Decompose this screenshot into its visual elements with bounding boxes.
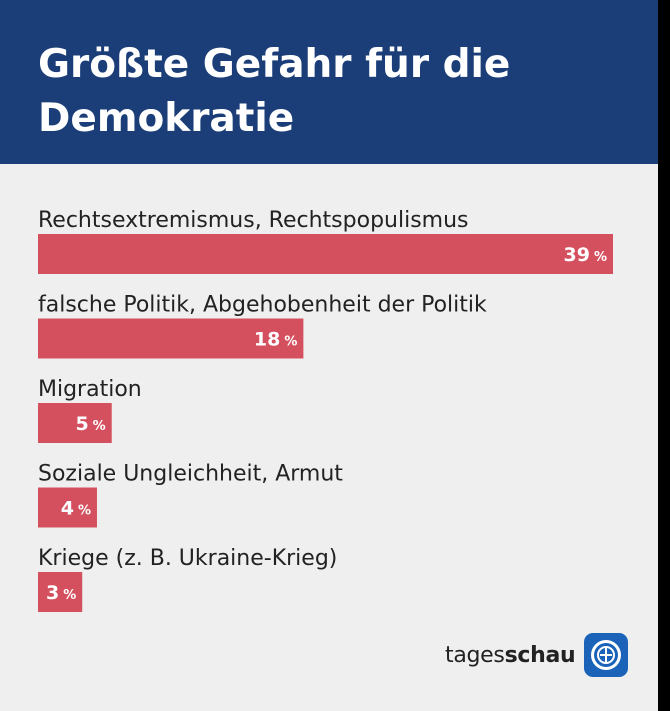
- category-label: Kriege (z. B. Ukraine-Krieg): [38, 546, 337, 571]
- tagesschau-globe-icon: [584, 633, 629, 677]
- title-banner: Größte Gefahr für die Demokratie: [0, 0, 658, 164]
- bar: [38, 318, 304, 359]
- bar-value-label: 18%: [254, 329, 297, 351]
- chart-title: Größte Gefahr für die Demokratie: [38, 42, 511, 141]
- bar: [38, 403, 112, 443]
- logo-wordmark-light: tages: [445, 642, 505, 668]
- logo-wordmark: tagesschau: [445, 642, 576, 668]
- tagesschau-logo: tagesschau: [445, 632, 629, 678]
- category-label: Migration: [38, 377, 142, 402]
- bar-value-label: 5%: [75, 413, 105, 435]
- logo-wordmark-bold: schau: [504, 642, 576, 668]
- category-label: falsche Politik, Abgehobenheit der Polit…: [38, 293, 487, 318]
- category-label: Rechtsextremismus, Rechtspopulismus: [38, 208, 469, 233]
- bar: [38, 234, 613, 274]
- bar-value-label: 3%: [46, 582, 76, 604]
- bar: [38, 572, 83, 612]
- bar: [38, 487, 97, 528]
- bar-value-label: 39%: [564, 244, 607, 266]
- bar-value-label: 4%: [61, 498, 91, 520]
- category-label: Soziale Ungleichheit, Armut: [38, 462, 343, 487]
